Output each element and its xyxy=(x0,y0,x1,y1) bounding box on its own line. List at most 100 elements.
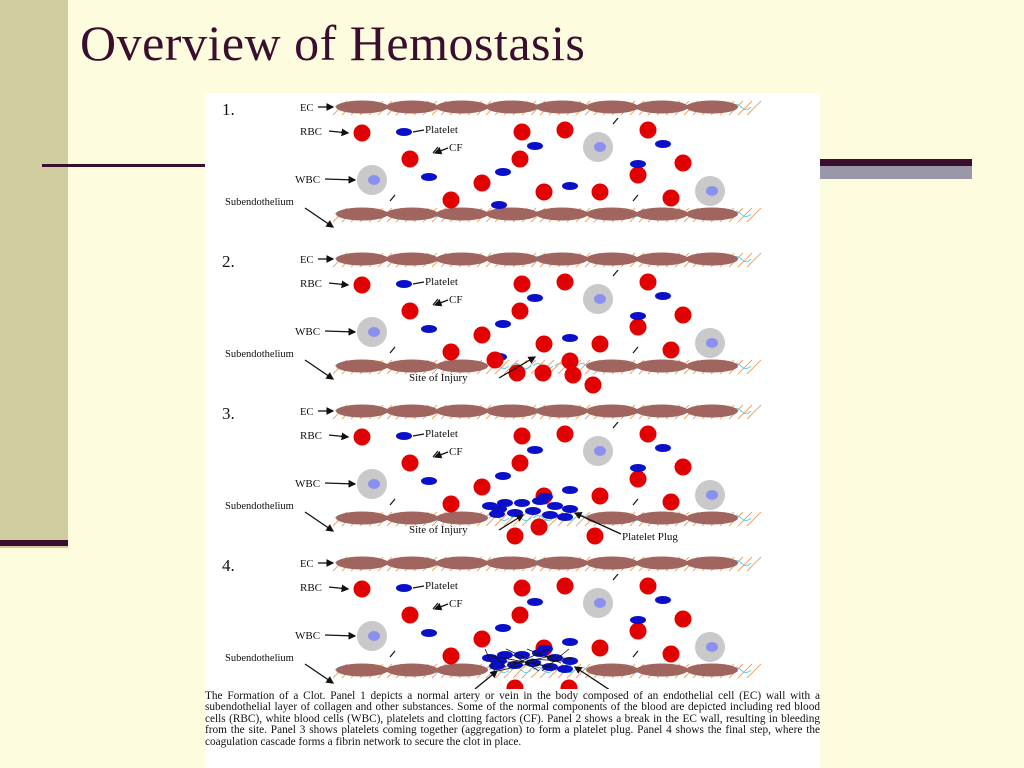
red-blood-cell xyxy=(473,174,491,192)
red-blood-cell xyxy=(556,273,574,291)
cf-label: CF xyxy=(449,142,462,154)
endothelial-cell xyxy=(386,359,438,373)
red-blood-cell xyxy=(511,302,529,320)
red-blood-cell xyxy=(513,579,531,597)
platelet-plug-arrow xyxy=(573,666,610,689)
wbc-nucleus xyxy=(594,598,606,608)
platelet xyxy=(421,173,437,181)
clotting-factor xyxy=(389,346,396,354)
red-blood-cell xyxy=(353,276,371,294)
red-blood-cell xyxy=(534,364,552,382)
platelet xyxy=(547,502,563,510)
endothelial-cell xyxy=(436,252,488,266)
endothelial-cell xyxy=(336,252,388,266)
endothelial-cell xyxy=(436,556,488,570)
subendothelium-arrow xyxy=(304,663,335,684)
clotting-factor xyxy=(612,117,619,125)
endothelial-cell xyxy=(586,100,638,114)
site-of-injury-arrow xyxy=(498,514,525,531)
rbc-arrow xyxy=(328,128,350,137)
red-blood-cell xyxy=(473,630,491,648)
endothelial-cell xyxy=(686,100,738,114)
subendothelium-arrow xyxy=(304,207,335,228)
panel-number: 1. xyxy=(222,100,235,119)
red-blood-cell xyxy=(513,275,531,293)
endothelial-cell xyxy=(586,511,638,525)
endothelial-cell xyxy=(336,404,388,418)
collagen-fiber xyxy=(575,663,591,679)
wbc-label: WBC xyxy=(295,174,320,186)
red-blood-cell xyxy=(674,306,692,324)
right-accent-rule-grey xyxy=(818,166,972,179)
platelet xyxy=(630,160,646,168)
endothelial-cell xyxy=(586,556,638,570)
red-blood-cell xyxy=(473,478,491,496)
wbc-arrow xyxy=(324,327,357,336)
red-blood-cell xyxy=(629,470,647,488)
red-blood-cell xyxy=(639,121,657,139)
fibrin-strand xyxy=(512,654,540,672)
platelet xyxy=(527,294,543,302)
red-blood-cell xyxy=(561,352,579,370)
fibrin-strand xyxy=(530,658,563,662)
red-blood-cell xyxy=(442,495,460,513)
site-of-injury-label: Site of Injury xyxy=(409,524,468,536)
platelet xyxy=(396,128,412,136)
red-blood-cell xyxy=(486,351,504,369)
endothelial-cell xyxy=(386,100,438,114)
cf-arrow xyxy=(433,147,449,155)
fibrin-mesh-arrow xyxy=(474,670,499,689)
endothelial-cell xyxy=(336,663,388,677)
platelet xyxy=(421,629,437,637)
ec-label: EC xyxy=(300,407,313,418)
red-blood-cell xyxy=(560,679,578,689)
platelet-label: Platelet xyxy=(425,580,458,592)
endothelial-cell xyxy=(636,359,688,373)
rbc-label: RBC xyxy=(300,582,322,594)
right-accent-rule-dark xyxy=(818,159,972,166)
wbc-nucleus xyxy=(594,142,606,152)
platelet xyxy=(562,505,578,513)
collagen-fiber xyxy=(494,511,510,527)
platelet xyxy=(489,662,505,670)
platelet xyxy=(482,502,498,510)
red-blood-cell xyxy=(535,183,553,201)
red-blood-cell xyxy=(591,183,609,201)
ec-label: EC xyxy=(300,559,313,570)
collagen-fiber xyxy=(746,556,762,572)
endothelial-cell xyxy=(336,207,388,221)
red-blood-cell xyxy=(662,645,680,663)
red-blood-cell xyxy=(401,150,419,168)
platelet xyxy=(421,325,437,333)
red-blood-cell xyxy=(639,577,657,595)
endothelial-cell xyxy=(336,359,388,373)
platelet xyxy=(655,292,671,300)
platelet xyxy=(537,645,553,653)
endothelial-cell xyxy=(686,663,738,677)
platelet xyxy=(527,446,543,454)
wbc-nucleus xyxy=(368,175,380,185)
collagen-fiber xyxy=(746,252,762,268)
panel-number: 4. xyxy=(222,556,235,575)
clotting-factor xyxy=(389,650,396,658)
figure-caption: The Formation of a Clot. Panel 1 depicts… xyxy=(205,690,820,748)
platelet xyxy=(514,651,530,659)
subendothelium-arrow xyxy=(304,359,335,380)
endothelial-cell xyxy=(586,252,638,266)
platelet xyxy=(514,499,530,507)
endothelial-cell xyxy=(686,359,738,373)
wbc-label: WBC xyxy=(295,478,320,490)
wbc-label: WBC xyxy=(295,630,320,642)
platelet xyxy=(630,464,646,472)
endothelial-cell xyxy=(686,556,738,570)
wbc-nucleus xyxy=(706,490,718,500)
platelet-pointer xyxy=(412,129,425,133)
wbc-arrow xyxy=(324,479,357,488)
red-blood-cell xyxy=(556,121,574,139)
platelet xyxy=(489,510,505,518)
wbc-nucleus xyxy=(706,338,718,348)
platelet xyxy=(525,507,541,515)
red-blood-cell xyxy=(556,425,574,443)
fibrin-strand xyxy=(497,660,542,672)
wbc-arrow xyxy=(324,175,357,184)
